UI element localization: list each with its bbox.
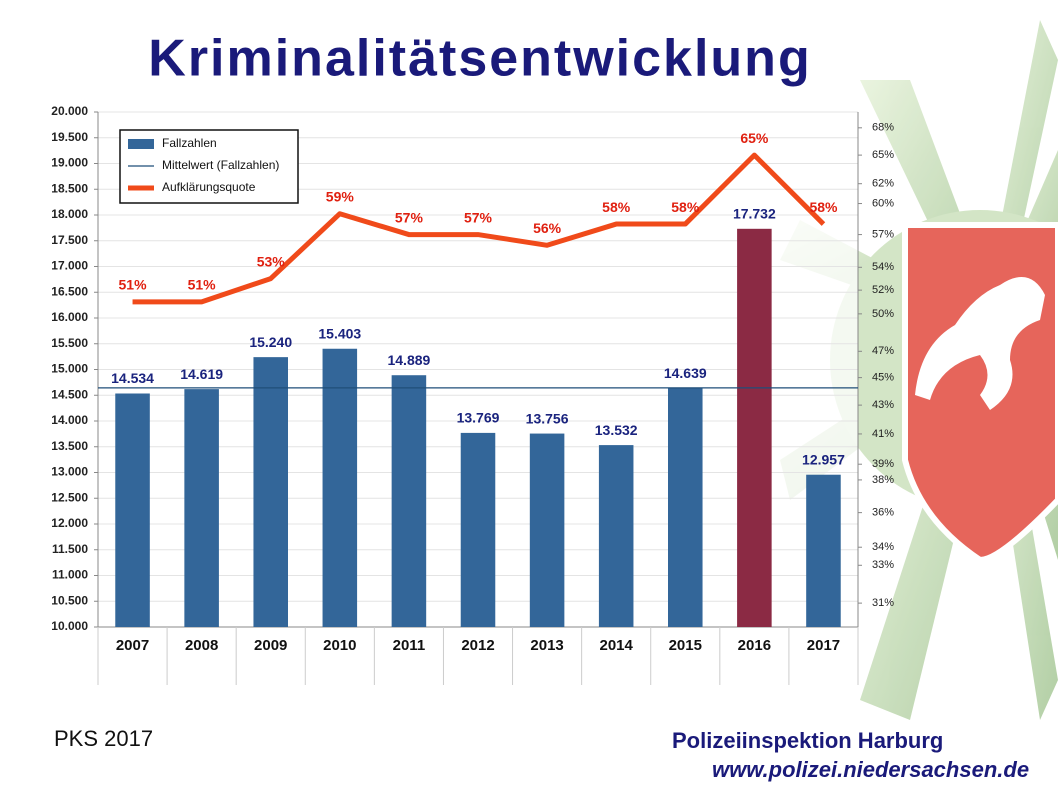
- legend-label: Fallzahlen: [162, 136, 217, 150]
- y-tick-label: 15.000: [51, 362, 88, 376]
- bar-label: 15.240: [249, 334, 292, 350]
- y2-tick-label: 34%: [872, 541, 894, 553]
- line-label: 51%: [119, 277, 148, 293]
- y2-tick-label: 38%: [872, 474, 894, 486]
- y2-tick-label: 43%: [872, 399, 894, 411]
- bar: [529, 433, 565, 627]
- line-label: 59%: [326, 188, 355, 204]
- y2-tick-label: 52%: [872, 284, 894, 296]
- x-tick-label: 2010: [323, 637, 356, 654]
- y-tick-label: 17.500: [51, 233, 88, 247]
- y-tick-label: 11.500: [52, 542, 88, 556]
- y-tick-label: 12.500: [51, 490, 88, 504]
- legend-label: Mittelwert (Fallzahlen): [162, 158, 279, 172]
- bar: [737, 228, 772, 627]
- x-tick-label: 2008: [185, 637, 218, 654]
- y2-tick-label: 62%: [872, 178, 894, 190]
- bar-label: 14.639: [664, 365, 707, 381]
- footer-org: Polizeiinspektion Harburg: [672, 728, 943, 753]
- footer-left: PKS 2017: [54, 726, 153, 751]
- bar: [598, 445, 634, 627]
- bar: [322, 348, 358, 627]
- line-label: 57%: [464, 209, 493, 225]
- x-tick-label: 2007: [116, 637, 149, 654]
- police-star: [780, 20, 1058, 720]
- line-label: 51%: [188, 277, 217, 293]
- y-tick-label: 16.000: [51, 310, 88, 324]
- bar: [253, 357, 288, 627]
- y-tick-label: 18.500: [51, 181, 88, 195]
- y2-tick-label: 33%: [872, 559, 894, 571]
- y-tick-label: 19.000: [51, 156, 88, 170]
- legend-label: Aufklärungsquote: [162, 180, 256, 194]
- bar: [184, 389, 219, 627]
- x-tick-label: 2014: [599, 637, 633, 654]
- y-tick-label: 12.000: [51, 516, 88, 530]
- y2-tick-label: 60%: [872, 197, 894, 209]
- y-tick-label: 14.500: [51, 387, 88, 401]
- y-tick-label: 15.500: [51, 336, 88, 350]
- y-tick-label: 19.500: [51, 130, 88, 144]
- bar: [806, 474, 841, 627]
- y-tick-label: 13.500: [51, 439, 88, 453]
- y2-tick-label: 47%: [872, 345, 894, 357]
- bar: [115, 393, 150, 627]
- x-tick-label: 2017: [807, 637, 840, 654]
- bar-label: 12.957: [802, 451, 845, 467]
- line-label: 56%: [533, 220, 562, 236]
- y2-tick-label: 36%: [872, 507, 894, 519]
- bar-label: 15.403: [318, 325, 361, 341]
- footer-url: www.polizei.niedersachsen.de: [712, 757, 1029, 782]
- bar: [391, 375, 427, 627]
- bar: [460, 432, 496, 627]
- line: [132, 152, 826, 305]
- y2-tick-label: 41%: [872, 428, 894, 440]
- y2-tick-label: 68%: [872, 122, 894, 134]
- x-tick-label: 2011: [393, 637, 426, 654]
- bar-label: 13.769: [457, 410, 500, 426]
- y-tick-label: 14.000: [51, 413, 88, 427]
- bar-label: 14.619: [180, 366, 223, 382]
- y-tick-label: 20.000: [51, 104, 88, 118]
- line-label: 65%: [740, 130, 769, 146]
- y2-tick-label: 50%: [872, 308, 894, 320]
- line-label: 57%: [395, 209, 424, 225]
- x-tick-label: 2013: [530, 637, 563, 654]
- line-label: 58%: [602, 199, 631, 215]
- bar-label: 17.732: [733, 206, 776, 222]
- y2-tick-label: 39%: [872, 458, 894, 470]
- bar-label: 14.889: [387, 352, 430, 368]
- bar-label: 14.534: [111, 370, 154, 386]
- y2-tick-label: 65%: [872, 149, 894, 161]
- y2-tick-label: 45%: [872, 372, 894, 384]
- y-tick-label: 10.000: [51, 619, 88, 633]
- category-band: [98, 627, 858, 685]
- y-tick-label: 10.500: [51, 593, 88, 607]
- y-tick-label: 11.000: [52, 568, 88, 582]
- x-tick-label: 2016: [738, 637, 771, 654]
- line-label: 53%: [257, 253, 286, 269]
- line-label: 58%: [809, 199, 838, 215]
- legend-swatch: [128, 139, 154, 149]
- y-tick-label: 13.000: [51, 465, 88, 479]
- y-tick-label: 17.000: [51, 259, 88, 273]
- y-tick-label: 18.000: [51, 207, 88, 221]
- x-tick-label: 2012: [461, 637, 494, 654]
- x-tick-label: 2009: [254, 637, 287, 654]
- y2-tick-label: 57%: [872, 228, 894, 240]
- bar: [668, 388, 703, 627]
- y2-tick-label: 31%: [872, 597, 894, 609]
- x-tick-label: 2015: [669, 637, 702, 654]
- bar-label: 13.756: [526, 410, 569, 426]
- y-tick-label: 16.500: [51, 284, 88, 298]
- line-label: 58%: [671, 199, 700, 215]
- bar-label: 13.532: [595, 422, 638, 438]
- chart-title: Kriminalitätsentwicklung: [148, 30, 811, 88]
- y2-tick-label: 54%: [872, 261, 894, 273]
